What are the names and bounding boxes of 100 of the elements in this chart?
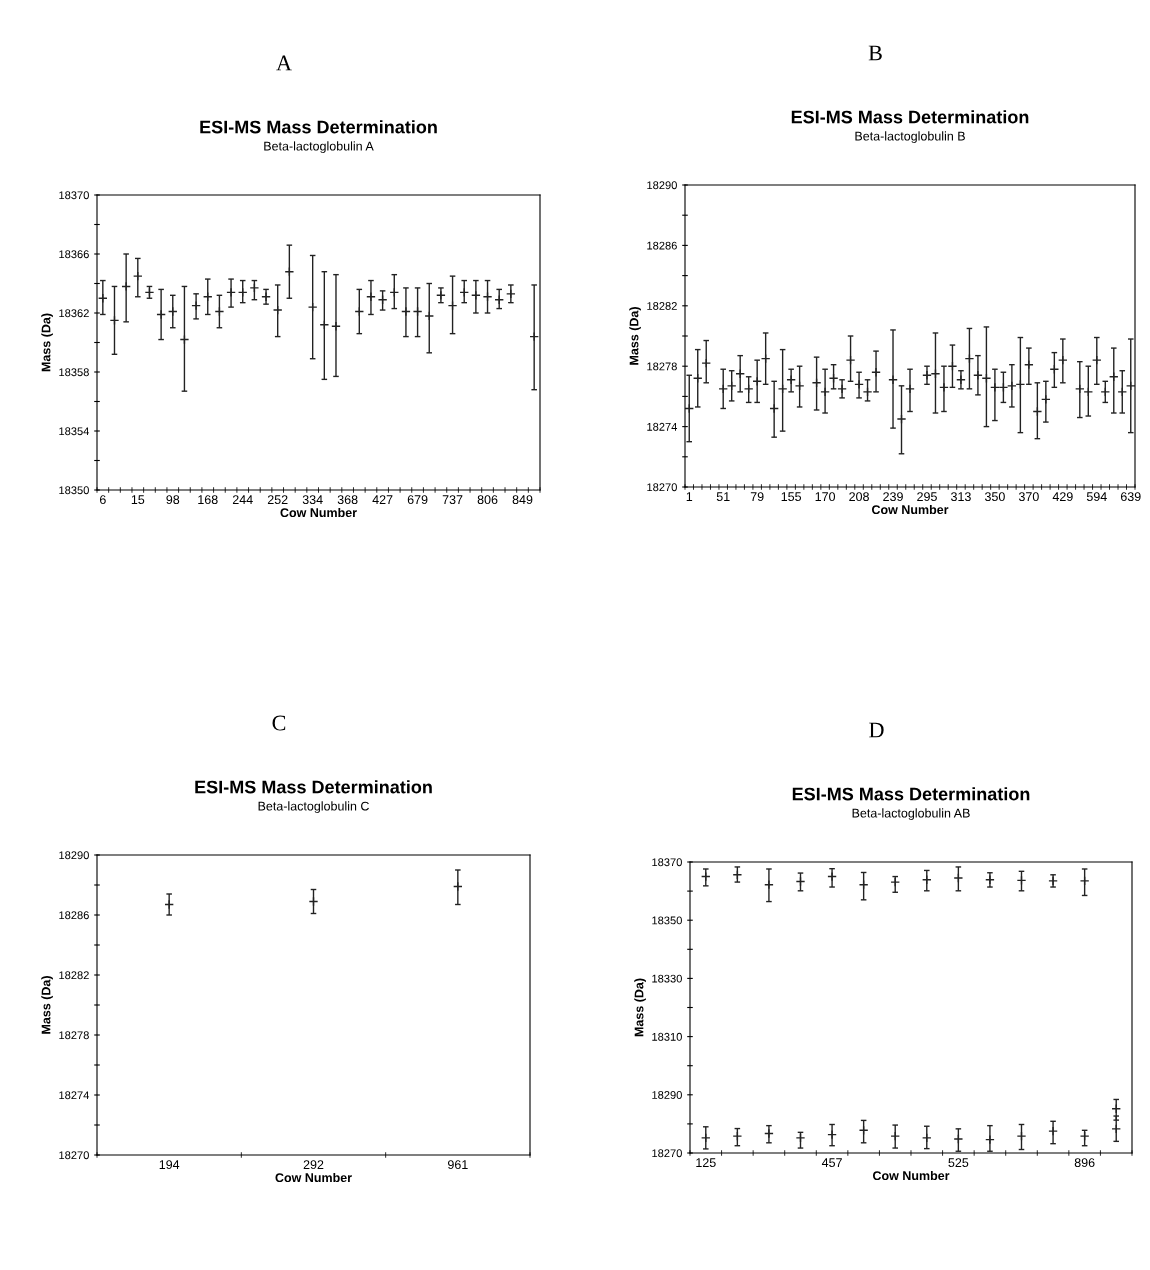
x-tick-label: 896	[1074, 1158, 1095, 1168]
y-tick-label: 18350	[59, 486, 89, 495]
y-tick-label: 18278	[59, 1031, 89, 1040]
point	[811, 377, 822, 388]
point	[845, 355, 856, 366]
text: D	[869, 722, 884, 738]
point	[732, 1131, 743, 1141]
y-tick-label: 18282	[59, 971, 89, 980]
y-tick-label: 18290	[652, 1091, 682, 1099]
y-tick-label: 18286	[59, 911, 89, 920]
y-tick-label: 18350	[652, 916, 682, 925]
x-tick-label: 208	[849, 492, 869, 502]
x-tick-label: 594	[1086, 492, 1107, 502]
point	[1016, 1131, 1027, 1141]
point	[985, 1134, 995, 1145]
point	[953, 1134, 964, 1144]
y-axis-title: Mass (Da)	[41, 313, 53, 372]
y-tick-label: 18278	[647, 362, 677, 371]
point	[452, 881, 463, 892]
point	[939, 382, 949, 393]
x-tick-label: 961	[447, 1160, 468, 1170]
point	[331, 321, 341, 332]
chart-title: ESI-MS Mass Determination	[791, 110, 1029, 124]
y-tick-label: 18270	[59, 1151, 89, 1160]
chart-title: ESI-MS Mass Determination	[195, 780, 432, 794]
x-tick-label: 244	[232, 495, 253, 504]
x-tick-label: 350	[984, 492, 1005, 502]
point	[953, 873, 964, 883]
point	[922, 370, 932, 381]
x-tick-label: 737	[442, 495, 463, 505]
point	[97, 293, 108, 304]
y-tick-label: 18274	[59, 1091, 90, 1100]
y-tick-label: 18354	[59, 427, 90, 436]
point	[1079, 876, 1090, 886]
point	[156, 309, 166, 320]
point	[862, 387, 873, 397]
x-tick-label: 849	[512, 495, 533, 505]
x-tick-label: 239	[883, 492, 903, 502]
y-axis-title: Mass (Da)	[41, 976, 53, 1034]
x-tick-label: 295	[917, 492, 937, 502]
point	[956, 374, 966, 385]
point	[794, 380, 805, 391]
x-tick-label: 292	[303, 1160, 324, 1170]
x-tick-label: 6	[99, 495, 106, 505]
y-tick-label: 18358	[59, 368, 89, 377]
point	[1024, 359, 1034, 370]
chart-subtitle: Beta-lactoglobulin C	[258, 801, 369, 813]
point	[820, 387, 830, 397]
x-tick-label: 51	[716, 492, 730, 502]
text: B	[868, 45, 882, 61]
y-tick-label: 18370	[652, 858, 682, 867]
point	[854, 379, 864, 390]
point	[1048, 1126, 1058, 1137]
point	[718, 383, 729, 394]
x-tick-label: 639	[1120, 492, 1141, 502]
y-tick-label: 18310	[652, 1032, 682, 1041]
y-tick-label: 18290	[647, 181, 677, 190]
x-tick-label: 1	[686, 492, 693, 501]
y-tick-label: 18286	[647, 241, 677, 250]
point	[164, 899, 175, 910]
point	[1074, 383, 1085, 394]
chart-title: ESI-MS Mass Determination	[792, 787, 1030, 801]
x-tick-label: 170	[815, 492, 836, 502]
point	[973, 370, 983, 381]
point	[401, 306, 411, 317]
x-tick-label: 429	[1052, 492, 1073, 502]
y-tick-label: 18282	[647, 302, 677, 310]
point	[1117, 387, 1128, 397]
x-tick-label: 368	[337, 495, 358, 505]
point	[1091, 355, 1102, 366]
y-tick-label: 18362	[59, 309, 89, 318]
point	[764, 879, 774, 890]
x-axis-title: Cow Number	[872, 1170, 950, 1181]
point	[990, 382, 1000, 393]
point	[700, 1133, 711, 1143]
point	[505, 288, 516, 299]
x-tick-label: 252	[267, 495, 288, 505]
point	[1100, 387, 1111, 397]
chart-subtitle: Beta-lactoglobulin B	[855, 131, 965, 143]
x-tick-label: 313	[950, 492, 971, 502]
y-tick-label: 18366	[59, 250, 89, 259]
y-tick-label: 18270	[652, 1149, 682, 1158]
y-tick-label: 18370	[59, 191, 89, 200]
point	[471, 290, 481, 301]
point	[121, 281, 132, 292]
point	[1125, 380, 1135, 391]
x-tick-label: 334	[302, 495, 323, 505]
text: A	[276, 55, 292, 71]
point	[888, 374, 898, 385]
x-tick-label: 370	[1018, 492, 1039, 502]
y-axis-title: Mass (Da)	[634, 978, 646, 1037]
x-tick-label: 155	[781, 492, 802, 502]
x-tick-label: 457	[821, 1158, 842, 1168]
x-tick-label: 806	[477, 495, 498, 505]
point	[786, 374, 796, 385]
x-tick-label: 679	[407, 495, 428, 505]
chart-subtitle: Beta-lactoglobulin AB	[852, 808, 970, 820]
y-tick-label: 18330	[652, 974, 682, 983]
x-axis-title: Cow Number	[871, 504, 949, 515]
point	[764, 1128, 774, 1139]
